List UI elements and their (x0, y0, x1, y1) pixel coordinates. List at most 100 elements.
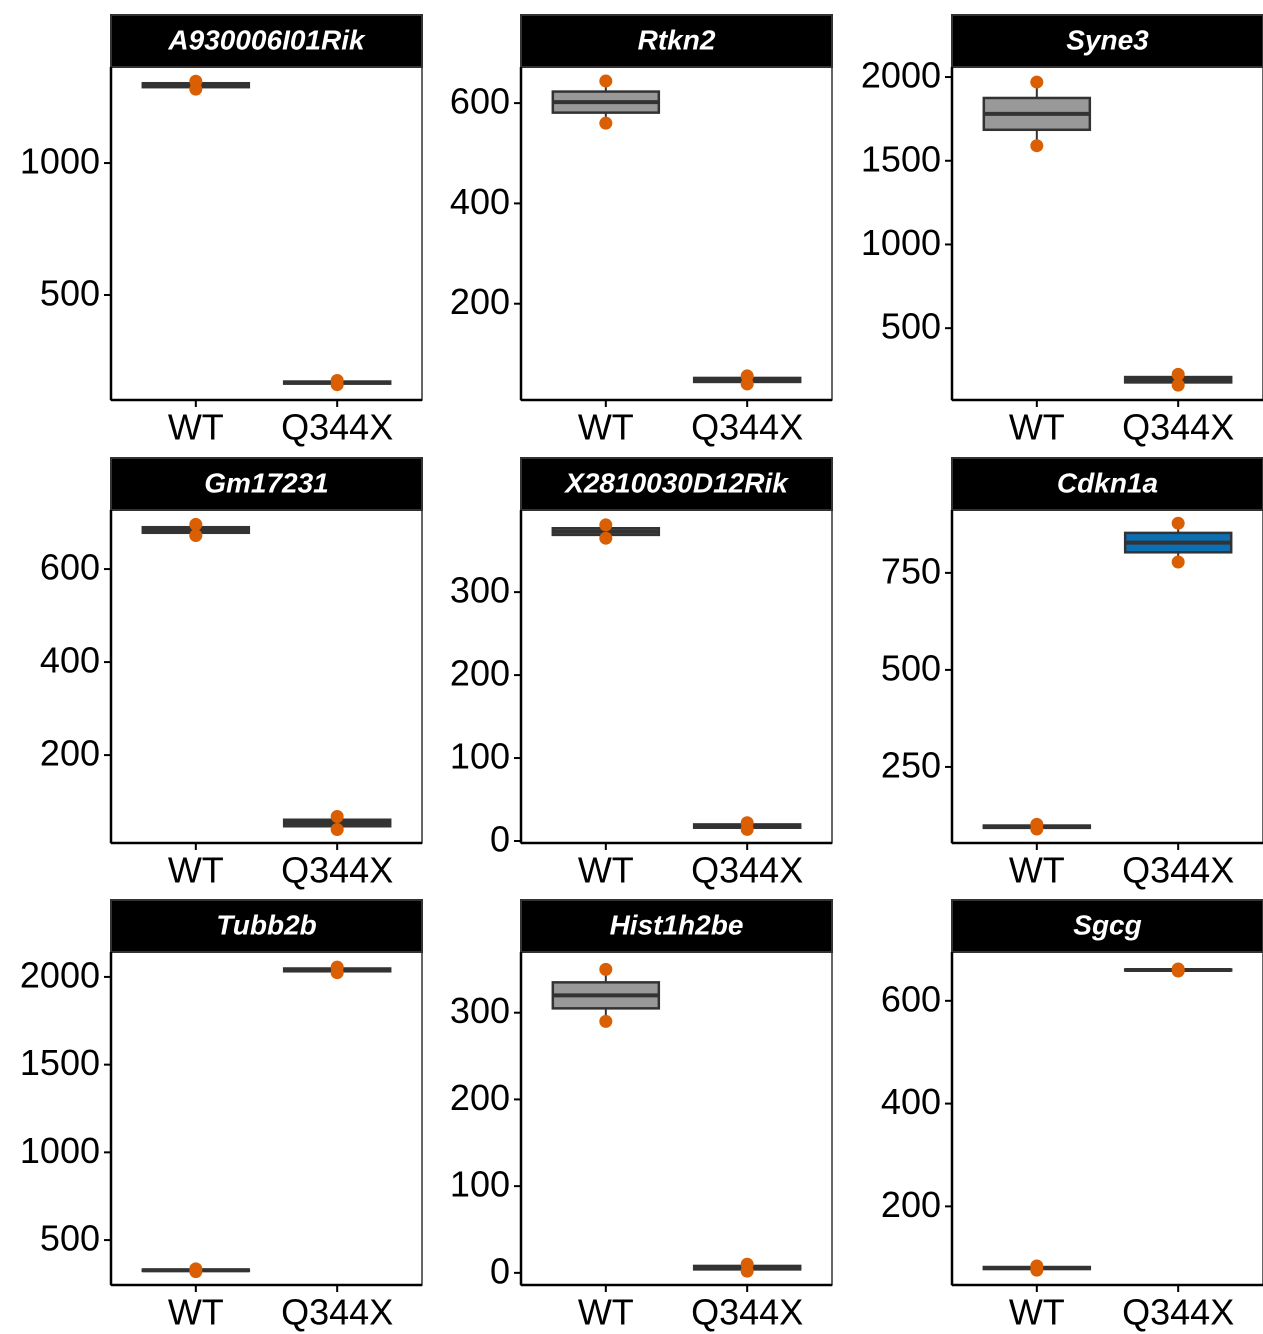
point (740, 1257, 754, 1271)
strip (520, 457, 833, 511)
strip-title: A930006I01Rik (167, 24, 366, 55)
strip (110, 457, 423, 511)
point (1030, 817, 1044, 831)
point (1030, 75, 1044, 89)
strip-title: Rtkn2 (638, 24, 716, 55)
point (1171, 367, 1185, 381)
y-tick-label: 500 (40, 1218, 100, 1259)
panel-border (110, 66, 423, 401)
x-tick-label: WT (578, 850, 634, 891)
point (1171, 378, 1185, 392)
x-tick-label: WT (168, 850, 224, 891)
x-tick-label: WT (1009, 850, 1065, 891)
y-tick-label: 400 (40, 640, 100, 681)
strip (951, 14, 1263, 68)
point (599, 74, 613, 88)
x-tick-label: Q344X (691, 850, 803, 891)
point (1171, 555, 1185, 569)
panel-border (520, 509, 833, 844)
panel-border (520, 66, 833, 401)
point (599, 518, 613, 532)
point (1030, 1259, 1044, 1273)
point (599, 116, 613, 130)
x-tick-label: Q344X (691, 407, 803, 448)
x-tick-label: WT (168, 407, 224, 448)
y-tick-label: 750 (881, 550, 941, 591)
strip-title: Sgcg (1073, 909, 1141, 940)
y-tick-label: 200 (881, 1184, 941, 1225)
panel-border (110, 509, 423, 844)
strip-title: Syne3 (1066, 24, 1149, 55)
y-tick-label: 400 (450, 181, 510, 222)
y-tick-label: 200 (450, 653, 510, 694)
point (189, 74, 203, 88)
y-tick-label: 250 (881, 744, 941, 785)
x-tick-label: Q344X (1122, 850, 1234, 891)
strip-title: Hist1h2be (610, 909, 744, 940)
point (330, 809, 344, 823)
strip (110, 14, 423, 68)
y-tick-label: 600 (450, 81, 510, 122)
y-tick-label: 1000 (20, 141, 100, 182)
strip (951, 899, 1263, 953)
y-tick-label: 500 (40, 272, 100, 313)
strip (520, 899, 833, 953)
x-tick-label: WT (578, 407, 634, 448)
y-tick-label: 0 (490, 819, 510, 860)
x-tick-label: Q344X (281, 407, 393, 448)
point (740, 816, 754, 830)
y-tick-label: 100 (450, 1164, 510, 1205)
y-tick-label: 2000 (20, 954, 100, 995)
strip (110, 899, 423, 953)
panel-border (951, 951, 1263, 1286)
x-tick-label: WT (1009, 407, 1065, 448)
y-tick-label: 600 (40, 547, 100, 588)
y-tick-label: 1500 (20, 1042, 100, 1083)
y-tick-label: 2000 (861, 55, 941, 96)
y-tick-label: 1000 (861, 222, 941, 263)
x-tick-label: Q344X (281, 1292, 393, 1333)
point (599, 962, 613, 976)
strip-title: Cdkn1a (1057, 467, 1158, 498)
x-tick-label: WT (1009, 1292, 1065, 1333)
point (189, 517, 203, 531)
y-tick-label: 100 (450, 736, 510, 777)
point (330, 823, 344, 837)
y-tick-label: 300 (450, 570, 510, 611)
strip-title: X2810030D12Rik (563, 467, 789, 498)
strip (520, 14, 833, 68)
point (189, 1262, 203, 1276)
x-tick-label: WT (578, 1292, 634, 1333)
y-tick-label: 1500 (861, 138, 941, 179)
y-tick-label: 0 (490, 1250, 510, 1291)
x-tick-label: Q344X (1122, 1292, 1234, 1333)
y-tick-label: 600 (881, 978, 941, 1019)
point (1171, 516, 1185, 530)
x-tick-label: WT (168, 1292, 224, 1333)
strip-title: Gm17231 (204, 467, 329, 498)
point (599, 1014, 613, 1028)
panel-border (110, 951, 423, 1286)
strip-title: Tubb2b (216, 909, 317, 940)
point (1030, 139, 1044, 153)
point (599, 531, 613, 545)
point (330, 960, 344, 974)
y-tick-label: 500 (881, 647, 941, 688)
y-tick-label: 200 (40, 733, 100, 774)
point (330, 373, 344, 387)
point (189, 529, 203, 543)
strip (951, 457, 1263, 511)
y-tick-label: 200 (450, 1077, 510, 1118)
y-tick-label: 200 (450, 281, 510, 322)
x-tick-label: Q344X (691, 1292, 803, 1333)
panel-border (951, 509, 1263, 844)
point (740, 369, 754, 383)
y-tick-label: 300 (450, 990, 510, 1031)
x-tick-label: Q344X (281, 850, 393, 891)
point (1171, 962, 1185, 976)
y-tick-label: 400 (881, 1081, 941, 1122)
y-tick-label: 1000 (20, 1130, 100, 1171)
x-tick-label: Q344X (1122, 407, 1234, 448)
y-tick-label: 500 (881, 306, 941, 347)
